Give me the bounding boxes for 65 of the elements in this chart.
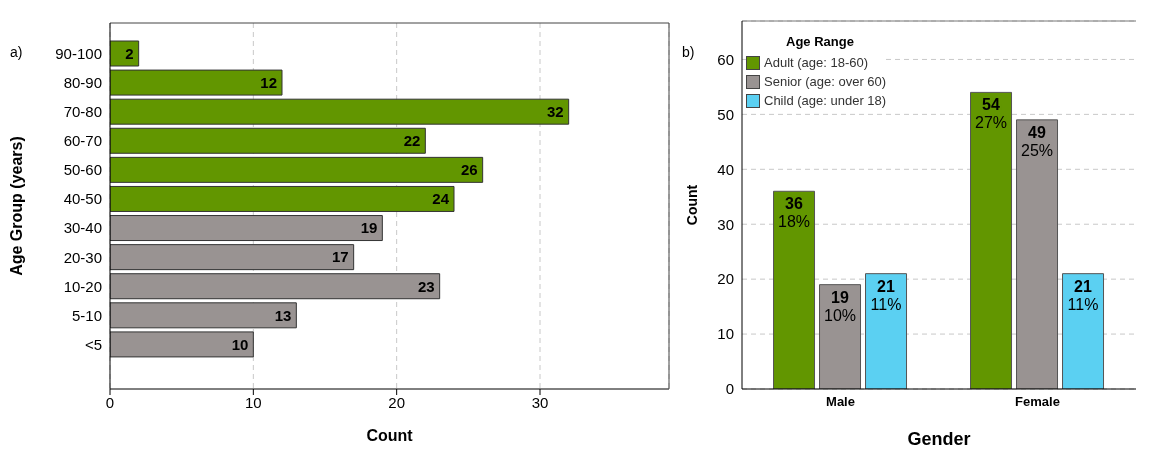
y-tick-label: 5-10 <box>71 306 102 324</box>
data-label: 21 11% <box>1067 277 1099 313</box>
bar <box>110 302 297 329</box>
y-tick-label: 0 <box>725 380 734 398</box>
bar <box>110 40 140 67</box>
bar <box>110 69 283 96</box>
bar <box>110 156 484 183</box>
bar <box>773 190 816 389</box>
x-tick-label: Male <box>826 394 855 410</box>
bar <box>970 91 1013 389</box>
data-label: 17 <box>331 248 349 266</box>
data-label: 23 <box>417 277 435 295</box>
y-axis-title: Age Group (years) <box>7 136 25 276</box>
data-label: 32 <box>546 103 564 121</box>
y-tick-label: 10-20 <box>63 277 102 295</box>
bar <box>110 98 570 125</box>
x-axis-title: Count <box>366 427 414 444</box>
y-tick-label: 50-60 <box>63 161 102 179</box>
y-tick-label: 20-30 <box>63 248 102 266</box>
data-label: 24 <box>432 190 450 208</box>
data-label: 22 <box>403 132 421 150</box>
y-tick-label: 50 <box>717 105 734 123</box>
y-axis-title: Count <box>683 184 700 226</box>
data-label: 54 27% <box>975 96 1008 132</box>
data-label: 2 <box>125 44 134 62</box>
data-label: 19 <box>360 219 378 237</box>
data-label: 49 25% <box>1021 123 1054 159</box>
data-label: 19 10% <box>824 288 857 324</box>
bar <box>1016 119 1059 389</box>
x-tick-label: 30 <box>531 393 549 411</box>
x-axis-title: Gender <box>907 429 971 449</box>
y-tick-label: 60 <box>717 50 734 68</box>
bar <box>110 185 455 212</box>
y-tick-label: 30 <box>717 215 734 233</box>
data-label: 12 <box>260 73 277 91</box>
y-tick-label: 30-40 <box>63 219 102 237</box>
text: a) <box>10 44 23 60</box>
y-tick-label: 10 <box>717 325 734 343</box>
x-tick-label: 0 <box>105 393 115 411</box>
data-label: 21 11% <box>870 277 902 313</box>
y-tick-label: 20 <box>717 270 734 288</box>
data-label: 26 <box>460 161 478 179</box>
y-tick-label: 60-70 <box>63 132 102 150</box>
legend-label: Child (age: under 18) <box>764 92 887 110</box>
y-tick-label: 70-80 <box>63 103 102 121</box>
bar <box>110 215 383 242</box>
text: b) <box>682 44 695 60</box>
legend-title: Age Range <box>786 33 855 51</box>
legend-label: Adult (age: 18-60) <box>764 54 869 72</box>
x-tick-label: Female <box>1015 394 1060 410</box>
data-label: 10 <box>231 335 249 353</box>
bar <box>110 273 441 300</box>
x-tick-label: 10 <box>244 393 262 411</box>
y-tick-label: 90-100 <box>55 44 102 62</box>
y-tick-label: 80-90 <box>63 73 102 91</box>
x-tick-label: 20 <box>388 393 406 411</box>
legend-label: Senior (age: over 60) <box>764 73 887 91</box>
bar <box>110 244 355 271</box>
y-tick-label: 40-50 <box>63 190 102 208</box>
y-tick-label: <5 <box>84 335 102 353</box>
data-label: 36 18% <box>778 195 811 231</box>
data-label: 13 <box>274 306 292 324</box>
bar <box>110 331 254 358</box>
y-tick-label: 40 <box>717 160 734 178</box>
bar <box>110 127 426 154</box>
